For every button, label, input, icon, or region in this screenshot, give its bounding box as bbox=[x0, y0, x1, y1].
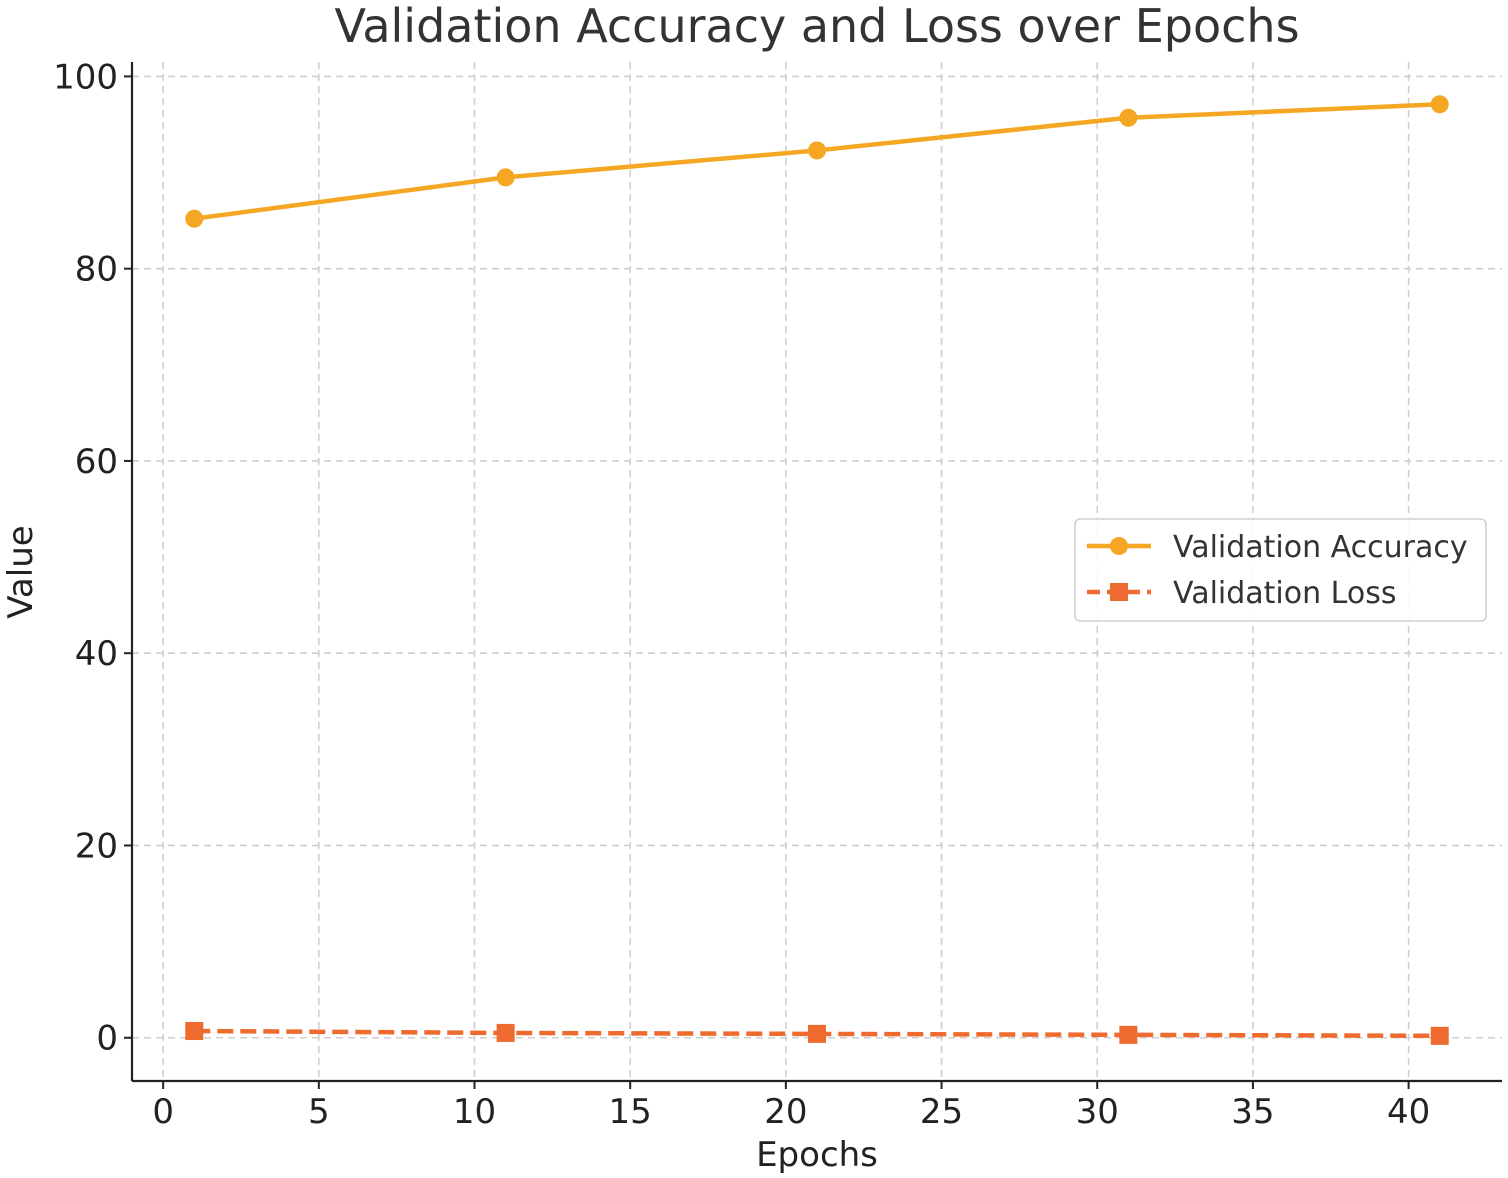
axes bbox=[130, 62, 1502, 1083]
legend-swatch-marker bbox=[1110, 537, 1128, 555]
legend-label: Validation Accuracy bbox=[1173, 530, 1468, 565]
x-axis-label: Epochs bbox=[756, 1135, 878, 1175]
legend-entry: Validation Loss bbox=[1087, 576, 1396, 611]
legend-label: Validation Loss bbox=[1173, 576, 1396, 611]
data-point bbox=[808, 1024, 826, 1043]
ticks: 0 5 10 15 20 25 30 35 40 0 20 40 60 80 100 bbox=[53, 57, 1430, 1132]
legend-frame bbox=[1074, 518, 1487, 622]
data-point bbox=[808, 141, 826, 160]
series-0 bbox=[185, 95, 1449, 228]
legend-entry: Validation Accuracy bbox=[1087, 530, 1468, 565]
x-tick-label: 0 bbox=[152, 1092, 174, 1132]
x-tick-label: 10 bbox=[453, 1092, 496, 1132]
x-tick-label: 5 bbox=[308, 1092, 330, 1132]
x-tick-label: 30 bbox=[1076, 1092, 1119, 1132]
data-point bbox=[496, 1023, 515, 1042]
y-tick-label: 40 bbox=[75, 634, 118, 674]
legend: Validation Accuracy Validation Loss bbox=[1074, 518, 1487, 622]
x-tick-label: 35 bbox=[1231, 1092, 1274, 1132]
data-point bbox=[185, 209, 204, 228]
data-point bbox=[496, 168, 515, 187]
y-tick-label: 0 bbox=[96, 1019, 118, 1059]
data-point bbox=[1430, 95, 1449, 114]
y-tick-label: 60 bbox=[75, 442, 118, 482]
x-tick-label: 25 bbox=[920, 1092, 963, 1132]
x-tick-label: 40 bbox=[1387, 1092, 1430, 1132]
x-tick-label: 20 bbox=[764, 1092, 807, 1132]
series bbox=[185, 95, 1449, 1045]
chart-title: Validation Accuracy and Loss over Epochs bbox=[334, 0, 1299, 53]
series-1 bbox=[185, 1022, 1449, 1045]
legend-swatch-marker bbox=[1110, 583, 1128, 601]
y-tick-label: 100 bbox=[53, 57, 118, 97]
data-point bbox=[1119, 108, 1138, 127]
x-tick-label: 15 bbox=[609, 1092, 652, 1132]
y-tick-label: 20 bbox=[75, 826, 118, 866]
y-axis-label: Value bbox=[1, 525, 41, 618]
data-point bbox=[1119, 1025, 1138, 1044]
data-point bbox=[1430, 1026, 1449, 1045]
y-tick-label: 80 bbox=[75, 250, 118, 290]
data-point bbox=[185, 1022, 204, 1041]
